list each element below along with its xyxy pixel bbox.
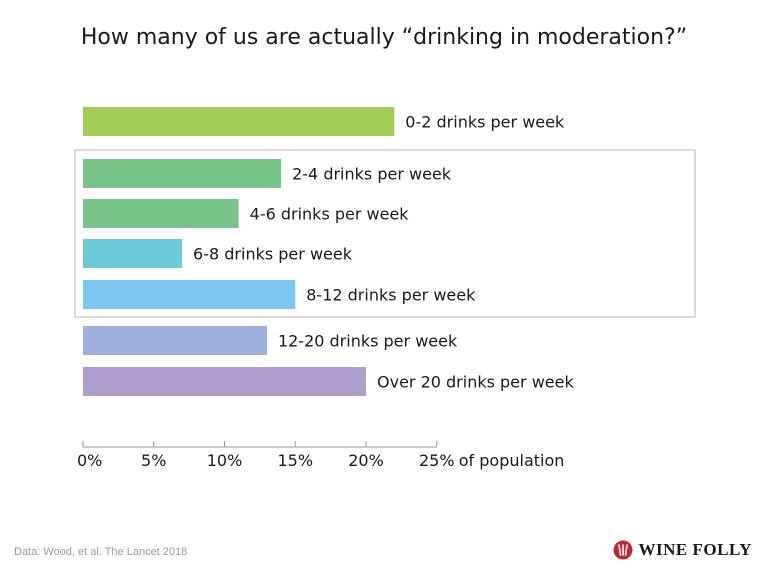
bar-label: 6-8 drinks per week <box>193 245 353 264</box>
bar-label: Over 20 drinks per week <box>377 373 574 392</box>
bar-label: 0-2 drinks per week <box>405 113 565 132</box>
bar-label: 12-20 drinks per week <box>278 332 458 351</box>
x-tick-label: 0% <box>77 451 102 470</box>
x-tick-label: 5% <box>141 451 166 470</box>
x-axis-label: of population <box>459 451 565 470</box>
bar-label: 8-12 drinks per week <box>306 286 476 305</box>
bar <box>83 326 267 355</box>
bar <box>83 199 239 228</box>
bar <box>83 280 296 309</box>
bar <box>83 107 395 136</box>
bars-layer: 0-2 drinks per week 2-4 drinks per week 4-… <box>74 107 696 396</box>
bar-label: 4-6 drinks per week <box>250 205 410 224</box>
bar <box>83 367 366 396</box>
brand: WINE FOLLY <box>613 540 752 560</box>
x-tick-label: 15% <box>277 451 313 470</box>
bar <box>83 159 282 188</box>
wine-folly-logo-icon <box>613 540 633 560</box>
chart-title: How many of us are actually “drinking in… <box>81 25 687 50</box>
x-tick-label: 25% <box>419 451 455 470</box>
brand-name: WINE FOLLY <box>638 540 752 559</box>
x-tick-label: 20% <box>348 451 384 470</box>
bar-label: 2-4 drinks per week <box>292 165 452 184</box>
source-note: Data: Wood, et al. The Lancet 2018 <box>14 546 188 558</box>
x-axis: 0% 5% 10% 15% 20% 25% of population <box>77 441 564 470</box>
highlight-box <box>74 149 696 318</box>
x-tick-label: 10% <box>207 451 243 470</box>
bar <box>83 239 183 268</box>
